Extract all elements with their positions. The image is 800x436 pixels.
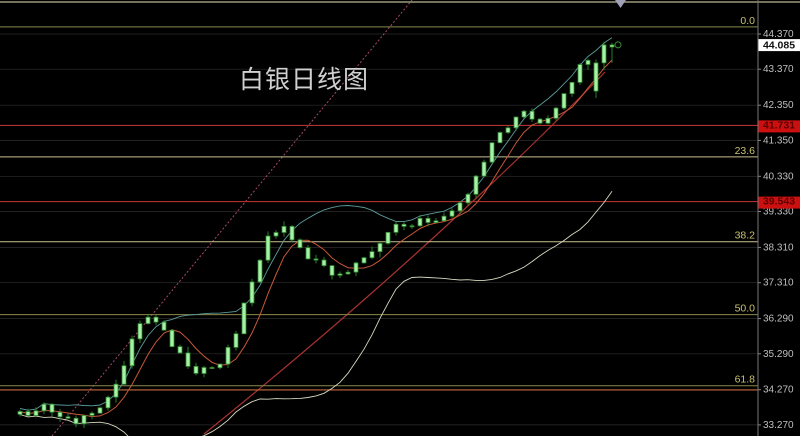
svg-text:39.543: 39.543 — [763, 196, 795, 208]
svg-text:44.085: 44.085 — [763, 40, 795, 52]
svg-text:白银日线图: 白银日线图 — [239, 66, 369, 94]
svg-text:41.731: 41.731 — [763, 119, 795, 131]
svg-text:50.0: 50.0 — [735, 303, 756, 315]
svg-text:23.6: 23.6 — [735, 145, 756, 157]
svg-text:44.370: 44.370 — [763, 29, 794, 40]
svg-text:41.350: 41.350 — [763, 135, 794, 146]
svg-text:38.310: 38.310 — [763, 242, 794, 253]
svg-text:37.310: 37.310 — [763, 278, 794, 289]
svg-text:38.2: 38.2 — [735, 230, 756, 242]
svg-text:0.0: 0.0 — [740, 15, 755, 27]
svg-text:36.290: 36.290 — [763, 314, 794, 325]
svg-text:33.270: 33.270 — [763, 420, 794, 431]
svg-text:35.290: 35.290 — [763, 349, 794, 360]
svg-text:61.8: 61.8 — [735, 374, 756, 386]
svg-text:43.370: 43.370 — [763, 64, 794, 75]
svg-text:40.330: 40.330 — [763, 171, 794, 182]
svg-text:34.270: 34.270 — [763, 385, 794, 396]
svg-text:42.350: 42.350 — [763, 100, 794, 111]
